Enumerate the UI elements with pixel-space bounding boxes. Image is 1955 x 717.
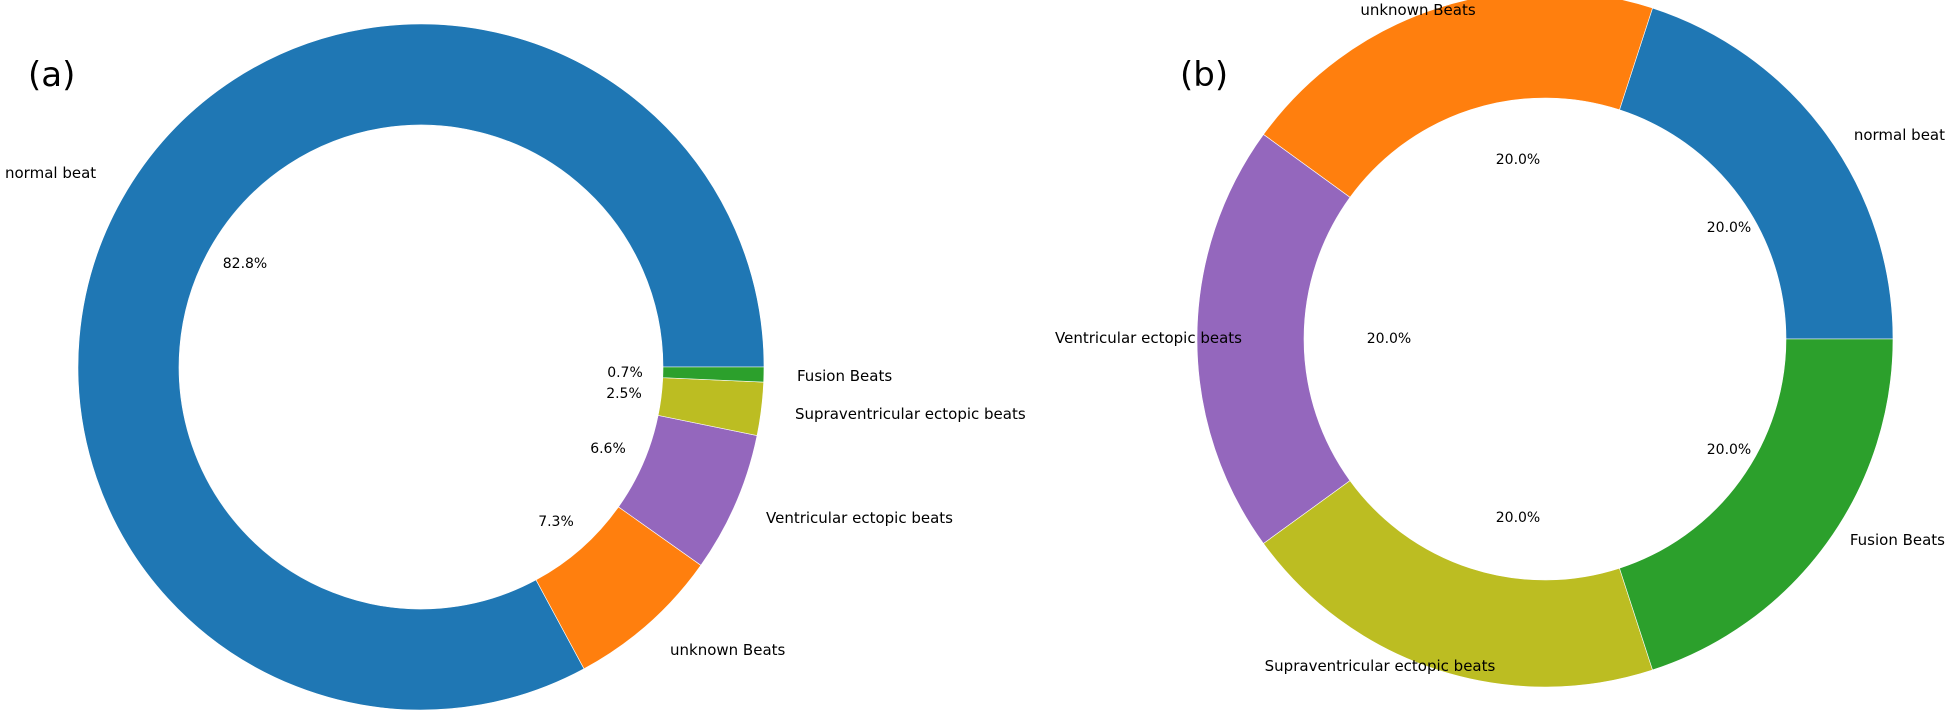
- slice-percent-label: 6.6%: [590, 441, 626, 457]
- slice-label: Supraventricular ectopic beats: [795, 405, 1026, 423]
- slice-percent-label: 2.5%: [606, 386, 642, 402]
- slice-percent-label: 20.0%: [1367, 331, 1411, 347]
- donut-slice-normal-beat: [1619, 7, 1894, 340]
- slice-label: Fusion Beats: [797, 367, 892, 385]
- slice-percent-label: 82.8%: [223, 256, 267, 272]
- donut-slice-supraventricular-ectopic-beats: [1263, 480, 1653, 688]
- slice-percent-label: 20.0%: [1496, 152, 1540, 168]
- panel-a-label: (a): [28, 55, 75, 95]
- donut-chart-a: normal beat 82.8% unknown Beats 7.3% Ventric…: [5, 23, 1026, 711]
- donut-slice-fusion-beats: [1619, 338, 1894, 671]
- slice-label: normal beat: [1854, 126, 1945, 144]
- slice-percent-label: 20.0%: [1707, 220, 1751, 236]
- slice-percent-label: 20.0%: [1707, 442, 1751, 458]
- slice-label: unknown Beats: [1360, 1, 1476, 19]
- slice-percent-label: 20.0%: [1496, 510, 1540, 526]
- slice-label: unknown Beats: [670, 641, 786, 659]
- donut-slice-unknown-beats: [1263, 0, 1653, 198]
- slice-label: normal beat: [5, 164, 96, 182]
- donut-slice-normal-beat: [77, 23, 765, 711]
- slice-label: Ventricular ectopic beats: [1055, 329, 1242, 347]
- donut-chart-b: normal beat 20.0% unknown Beats 20.0% Ventri…: [1055, 0, 1945, 688]
- slice-label: Fusion Beats: [1850, 531, 1945, 549]
- donut-slice-ventricular-ectopic-beats: [1196, 134, 1351, 544]
- panel-b-label: (b): [1180, 55, 1228, 95]
- slice-label: Supraventricular ectopic beats: [1265, 657, 1496, 675]
- slice-percent-label: 7.3%: [538, 514, 574, 530]
- slice-label: Ventricular ectopic beats: [766, 509, 953, 527]
- slice-percent-label: 0.7%: [607, 365, 643, 381]
- donut-slice-fusion-beats: [662, 366, 765, 383]
